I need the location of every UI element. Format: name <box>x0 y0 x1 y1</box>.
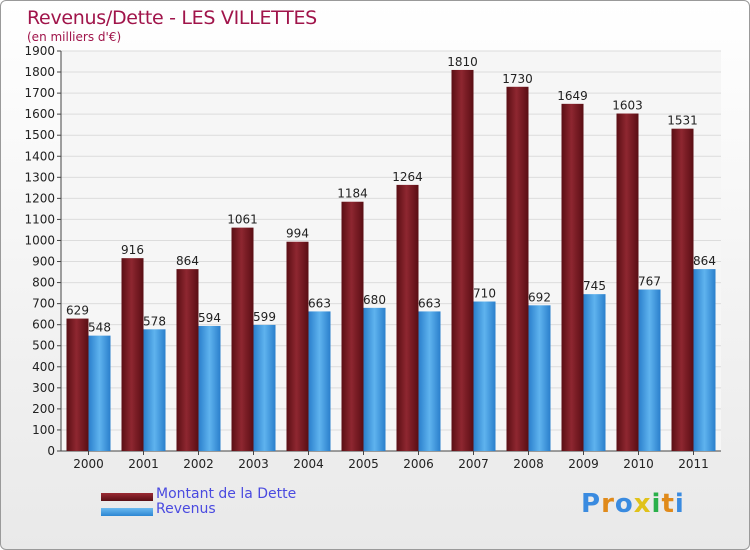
data-label-debt: 1603 <box>612 99 643 113</box>
y-tick-label: 700 <box>32 297 55 311</box>
bar-debt <box>451 69 474 452</box>
proxiti-logo: Proxiti <box>581 489 685 519</box>
bar-debt <box>396 184 419 452</box>
data-label-revenue: 663 <box>308 296 331 310</box>
x-tick-label: 2009 <box>568 457 599 471</box>
data-label-revenue: 745 <box>583 279 606 293</box>
bar-revenue <box>253 324 276 451</box>
y-tick-label: 1300 <box>24 170 55 184</box>
y-tick-label: 1500 <box>24 128 55 142</box>
data-label-debt: 1730 <box>502 72 533 86</box>
data-label-revenue: 663 <box>418 296 441 310</box>
y-tick-label: 300 <box>32 381 55 395</box>
bar-debt <box>561 103 584 451</box>
y-tick-label: 400 <box>32 360 55 374</box>
chart-title: Revenus/Dette - LES VILLETTES <box>27 7 317 29</box>
data-label-debt: 1264 <box>392 170 423 184</box>
x-tick-label: 2004 <box>293 457 324 471</box>
logo-letter: o <box>614 489 634 519</box>
data-label-debt: 1061 <box>227 213 258 227</box>
x-tick-label: 2000 <box>73 457 104 471</box>
data-label-debt: 864 <box>176 254 199 268</box>
bar-debt <box>341 201 364 451</box>
bar-debt <box>231 227 254 451</box>
bar-debt <box>121 258 144 451</box>
data-label-revenue: 692 <box>528 290 551 304</box>
data-label-revenue: 864 <box>693 254 716 268</box>
y-tick-label: 1200 <box>24 191 55 205</box>
logo-letter: P <box>581 489 602 519</box>
bar-revenue <box>363 307 386 451</box>
x-tick-label: 2006 <box>403 457 434 471</box>
data-label-revenue: 767 <box>638 275 661 289</box>
y-tick-label: 900 <box>32 255 55 269</box>
data-label-revenue: 578 <box>143 314 166 328</box>
y-tick-label: 1900 <box>24 44 55 58</box>
logo-letter: r <box>601 489 615 519</box>
logo-letter: i <box>651 489 662 519</box>
data-label-debt: 1184 <box>337 187 368 201</box>
bar-debt <box>506 86 529 451</box>
x-tick-label: 2010 <box>623 457 654 471</box>
data-label-debt: 1649 <box>557 89 588 103</box>
bar-revenue <box>693 269 716 451</box>
bar-debt <box>671 128 694 451</box>
bar-debt <box>616 113 639 452</box>
logo-letter: x <box>633 489 652 519</box>
bar-revenue <box>473 301 496 451</box>
legend-label-revenue: Revenus <box>156 501 216 517</box>
bar-debt <box>176 269 199 451</box>
x-tick-label: 2007 <box>458 457 489 471</box>
chart-subtitle: (en milliers d'€) <box>27 30 122 44</box>
legend-swatch-debt <box>101 493 153 501</box>
x-tick-label: 2008 <box>513 457 544 471</box>
bar-revenue <box>638 289 661 451</box>
bar-revenue <box>418 311 441 451</box>
y-tick-label: 1000 <box>24 233 55 247</box>
bar-revenue <box>583 294 606 451</box>
y-tick-label: 100 <box>32 423 55 437</box>
plot-area <box>61 51 721 451</box>
y-tick-label: 200 <box>32 402 55 416</box>
data-label-debt: 916 <box>121 243 144 257</box>
logo-letter: i <box>674 489 685 519</box>
bar-revenue <box>528 305 551 451</box>
y-tick-label: 1600 <box>24 107 55 121</box>
y-tick-label: 1100 <box>24 212 55 226</box>
bar-debt <box>66 318 89 451</box>
x-tick-label: 2003 <box>238 457 269 471</box>
y-tick-label: 1700 <box>24 86 55 100</box>
bar-revenue <box>198 325 221 451</box>
y-tick-label: 1400 <box>24 149 55 163</box>
data-label-revenue: 599 <box>253 310 276 324</box>
data-label-revenue: 594 <box>198 311 221 325</box>
bar-debt <box>286 241 309 451</box>
bar-revenue <box>308 311 331 451</box>
legend-swatch-revenue <box>101 508 153 516</box>
data-label-debt: 994 <box>286 227 309 241</box>
data-label-debt: 1810 <box>447 55 478 69</box>
bar-revenue <box>143 329 166 451</box>
bar-revenue <box>88 335 111 451</box>
y-tick-label: 800 <box>32 276 55 290</box>
x-tick-label: 2005 <box>348 457 379 471</box>
y-tick-label: 500 <box>32 339 55 353</box>
x-tick-label: 2001 <box>128 457 159 471</box>
data-label-revenue: 680 <box>363 293 386 307</box>
legend-label-debt: Montant de la Dette <box>156 486 297 502</box>
y-tick-label: 600 <box>32 318 55 332</box>
data-label-debt: 629 <box>66 304 89 318</box>
y-tick-label: 1800 <box>24 65 55 79</box>
data-label-revenue: 548 <box>88 321 111 335</box>
logo-letter: t <box>661 489 675 519</box>
data-label-revenue: 710 <box>473 287 496 301</box>
y-tick-label: 0 <box>47 444 55 458</box>
data-label-debt: 1531 <box>667 114 698 128</box>
x-tick-label: 2002 <box>183 457 214 471</box>
x-tick-label: 2011 <box>678 457 709 471</box>
